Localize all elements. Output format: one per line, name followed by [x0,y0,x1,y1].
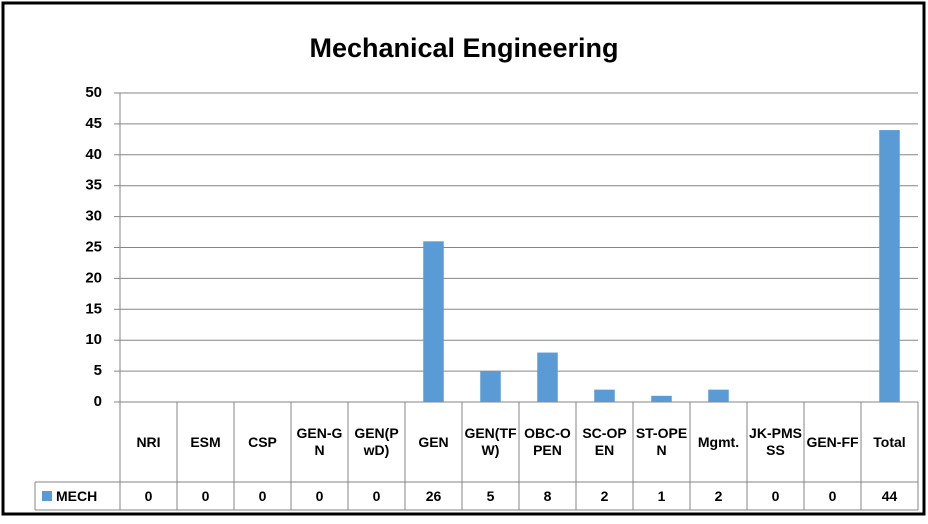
table-value: 0 [771,487,780,504]
y-tick-label: 5 [94,362,102,379]
x-tick-label: Total [873,433,906,450]
y-tick-label: 25 [85,238,102,255]
table-value: 0 [315,487,324,504]
x-tick-label: SC-OPEN [582,425,627,458]
x-tick-label: JK-PMSSS [749,425,802,458]
bar [879,130,900,402]
bar [423,241,444,402]
x-tick-label: Mgmt. [697,433,740,450]
x-tick-label: OBC-OPEN [524,425,571,458]
y-tick-label: 15 [85,300,102,317]
x-tick-label: NRI [136,433,161,450]
x-tick-label: GEN [418,433,449,450]
legend-label: MECH [56,487,98,504]
table-value: 0 [258,487,267,504]
bar [480,371,501,402]
y-tick-label: 50 [85,84,102,101]
x-tick-label: GEN(PwD) [354,425,399,458]
x-tick-label: ESM [190,433,221,450]
y-tick-label: 45 [85,115,102,132]
legend-swatch [42,491,52,501]
table-value: 5 [486,487,495,504]
table-value: 0 [144,487,153,504]
x-tick-label: CSP [248,433,277,450]
table-value: 1 [657,487,666,504]
y-tick-label: 40 [85,146,102,163]
chart-border [1,1,926,516]
y-tick-label: 30 [85,208,102,225]
x-tick-label: GEN(TFW) [464,425,517,458]
bar [594,389,615,402]
x-tick-label: GEN-GN [296,425,343,458]
x-tick-label: GEN-FF [806,433,859,450]
bar [537,352,558,402]
table-value: 2 [600,487,609,504]
table-value: 8 [543,487,552,504]
y-tick-label: 10 [85,331,102,348]
table-value: 0 [201,487,210,504]
bar [708,389,729,402]
table-value: 0 [372,487,381,504]
y-tick-label: 35 [85,177,102,194]
table-value: 2 [714,487,723,504]
table-value: 0 [828,487,837,504]
x-tick-label: ST-OPEN [635,425,688,458]
bar [651,395,672,402]
table-value: 26 [425,487,442,504]
y-tick-label: 20 [85,269,102,286]
table-value: 44 [881,487,898,504]
y-tick-label: 0 [94,393,102,410]
chart-title: Mechanical Engineering [309,33,618,63]
